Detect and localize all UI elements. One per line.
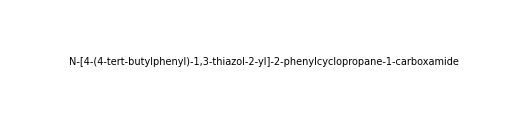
Text: N-[4-(4-tert-butylphenyl)-1,3-thiazol-2-yl]-2-phenylcyclopropane-1-carboxamide: N-[4-(4-tert-butylphenyl)-1,3-thiazol-2-… [69, 57, 459, 67]
